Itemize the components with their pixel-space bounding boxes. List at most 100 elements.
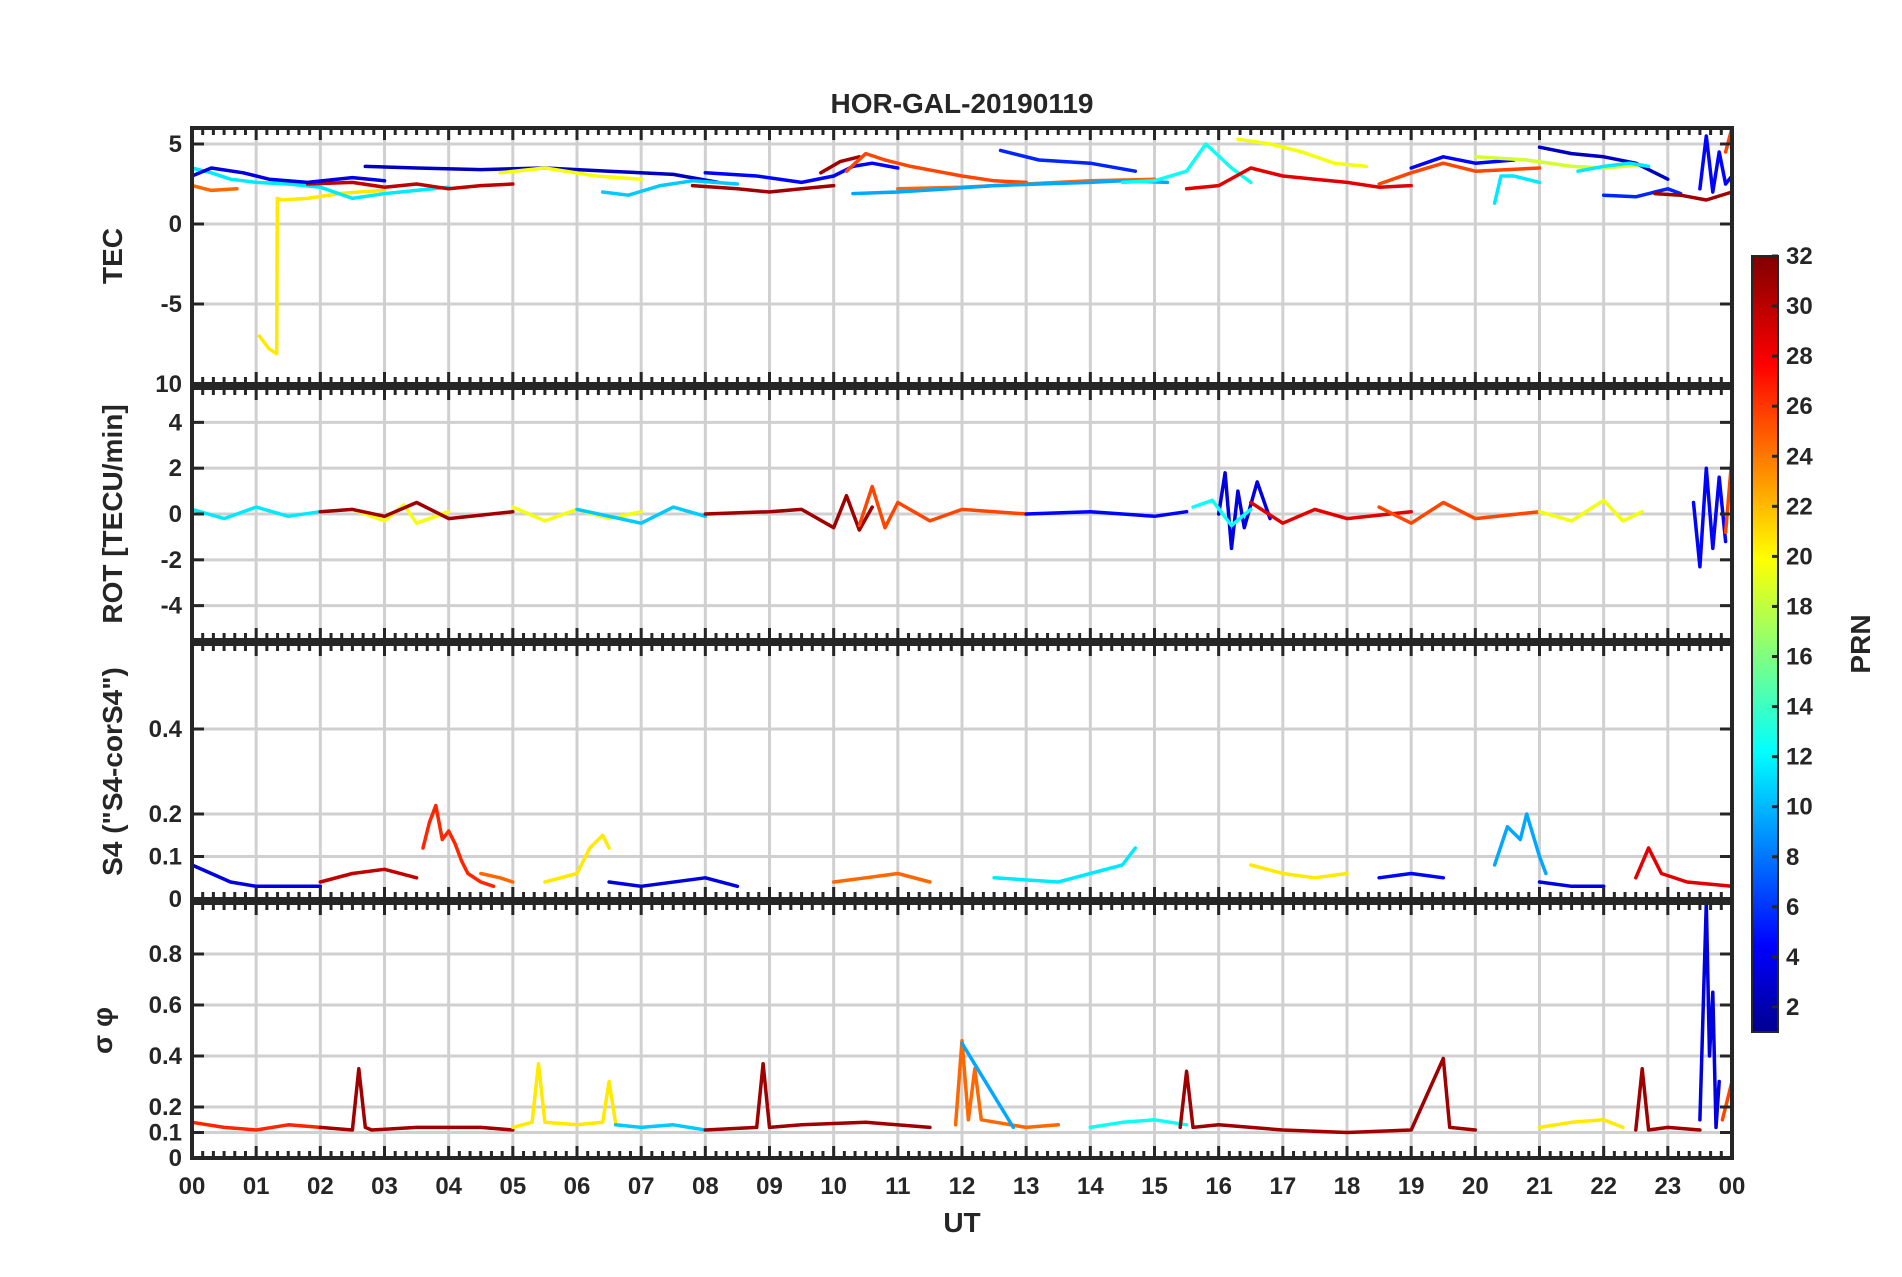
series-line-prn-31: [318, 1067, 515, 1132]
series-line-prn-29: [1184, 166, 1413, 191]
y-tick-label: 0: [169, 1145, 182, 1172]
y-tick-label: 0: [169, 886, 182, 913]
y-tick-label: 0.2: [149, 1094, 182, 1121]
x-tick-label: 13: [1013, 1173, 1040, 1200]
series-line-prn-10: [960, 1041, 1016, 1130]
series-line-prn-6: [998, 148, 1138, 173]
y-tick-label: 2: [169, 455, 182, 482]
series-line-prn-5: [1409, 155, 1516, 170]
x-tick-label: 00: [1719, 1173, 1746, 1200]
series-line-prn-3: [1537, 145, 1670, 181]
series-line-prn-5: [1377, 871, 1446, 880]
colorbar-gradient: [1751, 255, 1779, 1033]
series-line-prn-4: [1537, 880, 1606, 889]
series-line-prn-20: [1236, 137, 1369, 169]
x-tick-label: 22: [1590, 1173, 1617, 1200]
series-line-prn-25: [953, 1038, 1061, 1130]
series-line-prn-12: [992, 846, 1138, 884]
series-line-prn-26: [1377, 500, 1542, 525]
series-line-prn-10: [1492, 812, 1548, 876]
x-tick-label: 00: [179, 1173, 206, 1200]
y-tick-label: 0.6: [149, 992, 182, 1019]
y-tick-label: 0: [169, 501, 182, 528]
series-line-prn-25: [831, 871, 932, 884]
x-tick-label: 06: [564, 1173, 591, 1200]
colorbar-label: PRN: [1845, 614, 1876, 673]
y-tick-label: 5: [169, 131, 182, 158]
y-tick-label: 4: [169, 409, 183, 436]
x-tick-label: 15: [1141, 1173, 1168, 1200]
x-tick-label: 09: [756, 1173, 783, 1200]
series-line-prn-4: [190, 166, 387, 185]
colorbar-tick-label: 2: [1786, 994, 1799, 1021]
y-tick-label: 0.8: [149, 941, 182, 968]
series-line-prn-31: [819, 155, 862, 175]
series-line-prn-27: [421, 803, 496, 889]
colorbar-tick-label: 6: [1786, 894, 1799, 921]
series-line-prn-29: [1249, 500, 1413, 525]
colorbar-tick-label: 24: [1786, 443, 1813, 470]
x-tick-label: 01: [243, 1173, 270, 1200]
colorbar-tick-label: 30: [1786, 293, 1813, 320]
y-tick-label: 0.4: [149, 1043, 183, 1070]
series-line-prn-31: [1653, 190, 1734, 202]
y-axis-label: ROT [TECU/min]: [97, 404, 128, 623]
series-line-prn-13: [1191, 498, 1253, 528]
x-tick-label: 10: [820, 1173, 847, 1200]
series-line-prn-26: [844, 151, 1028, 185]
colorbar-tick-label: 32: [1786, 243, 1813, 270]
colorbar-tick-label: 4: [1786, 944, 1800, 971]
series-line-prn-20: [1537, 498, 1644, 523]
colorbar-tick-label: 20: [1786, 543, 1813, 570]
series-line-prn-11: [600, 179, 740, 197]
x-tick-label: 11: [885, 1173, 910, 1200]
colorbar-tick-label: 22: [1786, 493, 1813, 520]
y-tick-label: 0.1: [149, 844, 182, 871]
series-line-prn-21: [543, 833, 611, 884]
x-tick-label: 19: [1398, 1173, 1425, 1200]
series-line-prn-20: [350, 503, 451, 525]
series-line-prn-12: [190, 166, 451, 201]
series-line-prn-31: [1178, 1056, 1478, 1135]
series-line-prn-5: [1698, 134, 1734, 194]
x-tick-label: 08: [692, 1173, 719, 1200]
series-line-prn-21: [511, 1061, 618, 1130]
colorbar-tick-label: 16: [1786, 644, 1813, 671]
series-line-prn-31: [690, 183, 836, 194]
panel-s4: 0.4 0.2 0.1 0 S4 ("S4-corS4"): [97, 642, 1734, 913]
series-line-prn-4: [1216, 471, 1272, 551]
x-tick-label: 07: [628, 1173, 655, 1200]
series-line-prn-12: [190, 505, 323, 521]
series-line-prn-10: [851, 179, 1170, 196]
x-tick-label: 02: [307, 1173, 334, 1200]
series-line-prn-11: [613, 1123, 708, 1132]
colorbar-tick-label: 26: [1786, 393, 1813, 420]
series-line-prn-31: [703, 1061, 932, 1132]
series-line-prn-19: [1473, 155, 1644, 170]
series-line-prn-12: [1492, 174, 1542, 205]
series-line-prn-25: [479, 871, 515, 884]
series-line-prn-26: [1377, 161, 1542, 186]
x-tick-label: 21: [1526, 1173, 1553, 1200]
x-tick-label: 12: [949, 1173, 976, 1200]
y-tick-label: 0.2: [149, 801, 182, 828]
colorbar-tick-label: 28: [1786, 343, 1813, 370]
y-tick-label: -5: [161, 291, 182, 318]
chart-title: HOR-GAL-20190119: [830, 88, 1093, 119]
y-axis-label: S4 ("S4-corS4"): [97, 667, 128, 876]
panel-tec: 5 0 -5 10 TEC: [97, 126, 1734, 398]
series-line-prn-4: [1698, 901, 1721, 1130]
series-line-prn-5: [703, 161, 900, 185]
colorbar-tick-label: 14: [1786, 694, 1813, 721]
y-tick-label: 0.1: [149, 1120, 182, 1147]
series-line-prn-26: [857, 484, 1028, 530]
series-line-prn-29: [1634, 846, 1734, 889]
colorbar-tick-label: 18: [1786, 593, 1813, 620]
series-line-prn-31: [318, 500, 515, 521]
colorbar-tick-label: 12: [1786, 744, 1813, 771]
series-line-prn-13: [1088, 1118, 1189, 1130]
